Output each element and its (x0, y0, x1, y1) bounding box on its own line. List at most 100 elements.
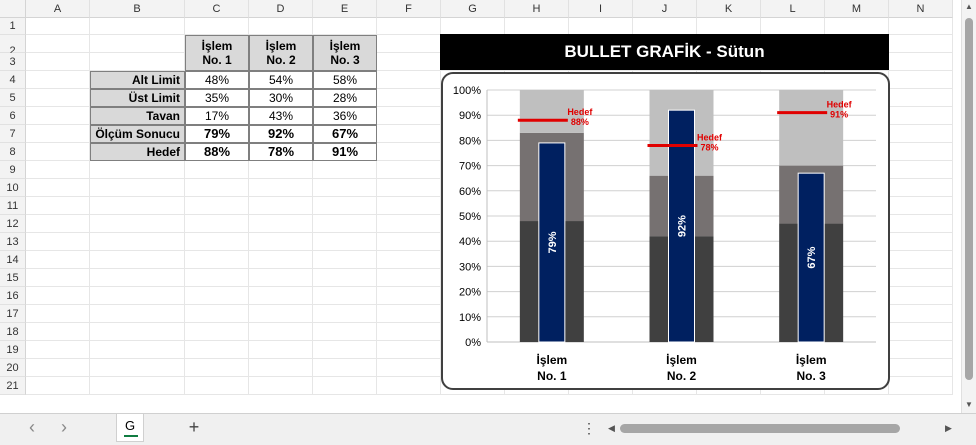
cell[interactable] (26, 107, 90, 125)
column-header-l[interactable]: L (761, 0, 825, 18)
cell[interactable] (90, 161, 185, 179)
cell[interactable] (26, 377, 90, 395)
column-header-m[interactable]: M (825, 0, 889, 18)
row-header-18[interactable]: 18 (0, 323, 26, 341)
row-header-7[interactable]: 7 (0, 125, 26, 143)
cell[interactable] (313, 323, 377, 341)
cell[interactable] (249, 161, 313, 179)
cell[interactable] (249, 251, 313, 269)
cell[interactable] (185, 377, 249, 395)
cell[interactable] (889, 233, 953, 251)
table-value[interactable]: 79% (185, 125, 249, 143)
column-header-g[interactable]: G (441, 0, 505, 18)
cell[interactable] (90, 359, 185, 377)
cell[interactable] (249, 287, 313, 305)
cell[interactable] (90, 323, 185, 341)
table-value[interactable]: 36% (313, 107, 377, 125)
more-options-icon[interactable]: ⋮ (582, 420, 596, 436)
row-header-17[interactable]: 17 (0, 305, 26, 323)
column-header-a[interactable]: A (26, 0, 90, 18)
cell[interactable] (377, 161, 441, 179)
cell[interactable] (889, 341, 953, 359)
row-header-20[interactable]: 20 (0, 359, 26, 377)
bullet-chart-frame[interactable]: 0% 10% 20% 30% 40% 50% 60% 70% 80% 90% 100% 79% Hede… (441, 72, 890, 390)
cell[interactable] (377, 359, 441, 377)
row-header-12[interactable]: 12 (0, 215, 26, 233)
row-header-3[interactable]: 3 (0, 53, 26, 71)
row-header-11[interactable]: 11 (0, 197, 26, 215)
cell[interactable] (889, 197, 953, 215)
cell[interactable] (185, 323, 249, 341)
cell[interactable] (249, 323, 313, 341)
cell[interactable] (26, 179, 90, 197)
row-header-6[interactable]: 6 (0, 107, 26, 125)
cell[interactable] (313, 359, 377, 377)
scroll-up-arrow[interactable]: ▲ (965, 2, 973, 11)
row-header-15[interactable]: 15 (0, 269, 26, 287)
cell[interactable] (313, 305, 377, 323)
cell[interactable] (185, 215, 249, 233)
row-header-9[interactable]: 9 (0, 161, 26, 179)
cell[interactable] (90, 197, 185, 215)
cell[interactable] (889, 161, 953, 179)
cell[interactable] (90, 341, 185, 359)
cell[interactable] (313, 179, 377, 197)
cell[interactable] (505, 18, 569, 35)
table-row-label[interactable]: Tavan (90, 107, 185, 125)
cell[interactable] (90, 251, 185, 269)
table-row-label[interactable]: Hedef (90, 143, 185, 161)
cell[interactable] (90, 377, 185, 395)
row-header-19[interactable]: 19 (0, 341, 26, 359)
cell[interactable] (90, 179, 185, 197)
cell[interactable] (90, 215, 185, 233)
select-all-corner[interactable] (0, 0, 26, 18)
cell[interactable] (26, 161, 90, 179)
cell[interactable] (377, 269, 441, 287)
cell[interactable] (249, 269, 313, 287)
cell[interactable] (249, 359, 313, 377)
cell[interactable] (377, 215, 441, 233)
cell[interactable] (26, 341, 90, 359)
cell[interactable] (313, 377, 377, 395)
cell[interactable] (313, 215, 377, 233)
cell[interactable] (313, 269, 377, 287)
cell[interactable] (377, 323, 441, 341)
cell[interactable] (26, 35, 90, 53)
vertical-scrollbar[interactable]: ▲ ▼ (961, 0, 976, 413)
cell[interactable] (377, 287, 441, 305)
column-header-f[interactable]: F (377, 0, 441, 18)
cell[interactable] (26, 125, 90, 143)
cell[interactable] (26, 53, 90, 71)
column-header-b[interactable]: B (90, 0, 185, 18)
cell[interactable] (26, 18, 90, 35)
cell[interactable] (249, 197, 313, 215)
scroll-right-arrow[interactable]: ▶ (945, 423, 952, 433)
cell[interactable] (26, 359, 90, 377)
cell[interactable] (90, 53, 185, 71)
table-value[interactable]: 17% (185, 107, 249, 125)
cell[interactable] (889, 251, 953, 269)
cell[interactable] (185, 359, 249, 377)
table-header[interactable]: İşlem No. 2 (249, 35, 313, 71)
horizontal-scrollbar[interactable] (620, 424, 900, 433)
cell[interactable] (26, 197, 90, 215)
cell[interactable] (377, 107, 441, 125)
cell[interactable] (185, 161, 249, 179)
cell[interactable] (26, 269, 90, 287)
cell[interactable] (377, 251, 441, 269)
cell[interactable] (313, 18, 377, 35)
cell[interactable] (90, 287, 185, 305)
cell[interactable] (889, 35, 953, 53)
cell[interactable] (377, 71, 441, 89)
cell[interactable] (377, 143, 441, 161)
cell[interactable] (889, 323, 953, 341)
table-value[interactable]: 78% (249, 143, 313, 161)
cell[interactable] (185, 233, 249, 251)
table-row-label[interactable]: Ölçüm Sonucu (90, 125, 185, 143)
column-header-k[interactable]: K (697, 0, 761, 18)
cell[interactable] (90, 269, 185, 287)
column-header-n[interactable]: N (889, 0, 953, 18)
cell[interactable] (90, 233, 185, 251)
cell[interactable] (313, 161, 377, 179)
cell[interactable] (825, 377, 889, 395)
